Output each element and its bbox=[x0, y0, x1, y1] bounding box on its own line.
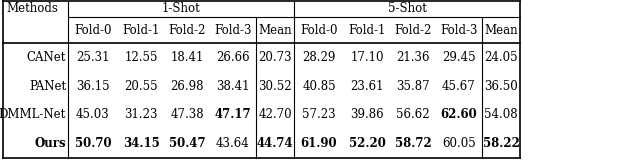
Text: 58.22: 58.22 bbox=[483, 137, 520, 150]
Text: Fold-0: Fold-0 bbox=[300, 24, 338, 36]
Text: 20.55: 20.55 bbox=[124, 80, 158, 93]
Text: 57.23: 57.23 bbox=[302, 108, 336, 121]
Text: 52.20: 52.20 bbox=[349, 137, 385, 150]
Text: 23.61: 23.61 bbox=[350, 80, 384, 93]
Text: 17.10: 17.10 bbox=[350, 51, 384, 64]
Text: Fold-1: Fold-1 bbox=[122, 24, 160, 36]
Text: 20.73: 20.73 bbox=[258, 51, 292, 64]
Text: Ours: Ours bbox=[35, 137, 66, 150]
Text: Mean: Mean bbox=[258, 24, 292, 36]
Text: 60.05: 60.05 bbox=[442, 137, 476, 150]
Text: 50.47: 50.47 bbox=[169, 137, 205, 150]
Text: 58.72: 58.72 bbox=[395, 137, 431, 150]
Text: Mean: Mean bbox=[484, 24, 518, 36]
Text: 21.36: 21.36 bbox=[396, 51, 429, 64]
Text: PANet: PANet bbox=[29, 80, 66, 93]
Text: 45.03: 45.03 bbox=[76, 108, 110, 121]
Text: 12.55: 12.55 bbox=[124, 51, 157, 64]
Text: 56.62: 56.62 bbox=[396, 108, 430, 121]
Text: 28.29: 28.29 bbox=[302, 51, 336, 64]
Text: Fold-2: Fold-2 bbox=[394, 24, 432, 36]
Text: 36.50: 36.50 bbox=[484, 80, 518, 93]
Text: 35.87: 35.87 bbox=[396, 80, 430, 93]
Text: 40.85: 40.85 bbox=[302, 80, 336, 93]
Text: 44.74: 44.74 bbox=[257, 137, 293, 150]
Text: 25.31: 25.31 bbox=[76, 51, 109, 64]
Text: 1-Shot: 1-Shot bbox=[162, 3, 200, 16]
Text: 18.41: 18.41 bbox=[170, 51, 204, 64]
Text: 34.15: 34.15 bbox=[123, 137, 159, 150]
Text: 42.70: 42.70 bbox=[258, 108, 292, 121]
Text: Fold-3: Fold-3 bbox=[214, 24, 252, 36]
Text: 47.17: 47.17 bbox=[214, 108, 252, 121]
Text: 30.52: 30.52 bbox=[258, 80, 292, 93]
Text: DMML-Net: DMML-Net bbox=[0, 108, 66, 121]
Text: 38.41: 38.41 bbox=[216, 80, 250, 93]
Text: Fold-3: Fold-3 bbox=[440, 24, 477, 36]
Text: 24.05: 24.05 bbox=[484, 51, 518, 64]
Text: 45.67: 45.67 bbox=[442, 80, 476, 93]
Text: Fold-0: Fold-0 bbox=[74, 24, 112, 36]
Text: Fold-1: Fold-1 bbox=[348, 24, 386, 36]
Text: 47.38: 47.38 bbox=[170, 108, 204, 121]
Text: 31.23: 31.23 bbox=[124, 108, 157, 121]
Text: 50.70: 50.70 bbox=[75, 137, 111, 150]
Text: Fold-2: Fold-2 bbox=[168, 24, 205, 36]
Text: CANet: CANet bbox=[27, 51, 66, 64]
Text: 26.66: 26.66 bbox=[216, 51, 250, 64]
Text: 36.15: 36.15 bbox=[76, 80, 110, 93]
Text: 39.86: 39.86 bbox=[350, 108, 384, 121]
Text: 62.60: 62.60 bbox=[440, 108, 477, 121]
Text: 43.64: 43.64 bbox=[216, 137, 250, 150]
Text: 54.08: 54.08 bbox=[484, 108, 518, 121]
Text: 61.90: 61.90 bbox=[301, 137, 337, 150]
Text: 26.98: 26.98 bbox=[170, 80, 204, 93]
Text: 29.45: 29.45 bbox=[442, 51, 476, 64]
Text: 5-Shot: 5-Shot bbox=[388, 3, 426, 16]
Text: Methods: Methods bbox=[6, 3, 58, 16]
